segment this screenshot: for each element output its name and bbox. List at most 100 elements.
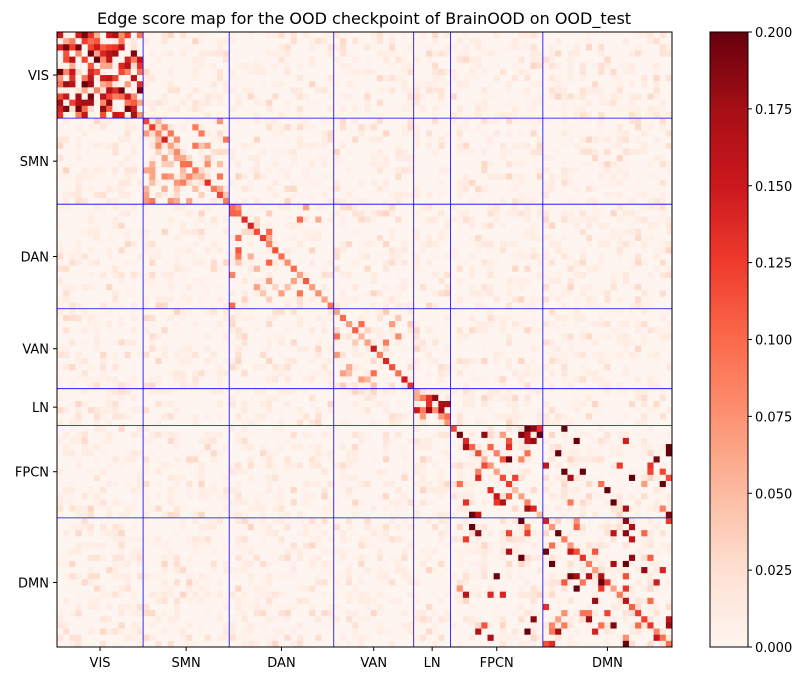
heatmap-cell (204, 253, 212, 260)
heatmap-cell (493, 333, 501, 340)
heatmap-cell (395, 111, 402, 119)
heatmap-cell (130, 50, 138, 57)
heatmap-cell (401, 50, 408, 57)
heatmap-cell (143, 228, 150, 236)
heatmap-cell (241, 278, 249, 285)
heatmap-cell (450, 284, 458, 291)
heatmap-cell (579, 185, 587, 193)
heatmap-cell (536, 81, 544, 88)
heatmap-cell (63, 38, 70, 45)
heatmap-cell (155, 50, 162, 57)
heatmap-cell (100, 314, 107, 322)
heatmap-cell (296, 111, 304, 119)
heatmap-cell (93, 185, 101, 193)
heatmap-cell (475, 284, 482, 291)
heatmap-cell (382, 136, 390, 144)
heatmap-cell (247, 198, 255, 205)
heatmap-cell (598, 290, 605, 297)
heatmap-cell (561, 234, 568, 242)
heatmap-cell (124, 99, 132, 107)
heatmap-cell (450, 68, 458, 76)
heatmap-cell (413, 32, 421, 39)
heatmap-cell (75, 148, 82, 156)
heatmap-cell (223, 216, 230, 224)
heatmap-cell (315, 136, 322, 144)
heatmap-cell (493, 44, 501, 51)
heatmap-cell (180, 62, 187, 70)
heatmap-cell (118, 124, 126, 131)
heatmap-cell (444, 253, 451, 260)
heatmap-cell (592, 118, 599, 125)
heatmap-cell (223, 259, 230, 267)
heatmap-cell (499, 216, 507, 224)
heatmap-cell (290, 278, 298, 285)
heatmap-cell (604, 265, 611, 273)
heatmap-cell (303, 198, 310, 205)
heatmap-cell (549, 284, 556, 291)
heatmap-cell (161, 271, 169, 279)
heatmap-cell (382, 216, 390, 224)
heatmap-cell (303, 105, 310, 113)
heatmap-cell (432, 124, 439, 131)
heatmap-cell (180, 185, 187, 193)
heatmap-cell (259, 75, 267, 82)
heatmap-cell (382, 302, 390, 310)
heatmap-cell (204, 302, 212, 310)
heatmap-cell (339, 265, 347, 273)
heatmap-cell (229, 173, 236, 180)
heatmap-cell (567, 118, 574, 125)
heatmap-cell (469, 241, 476, 248)
heatmap-cell (419, 56, 427, 64)
heatmap-cell (247, 81, 255, 88)
heatmap-cell (155, 99, 162, 107)
heatmap-cell (149, 155, 156, 162)
heatmap-cell (598, 265, 605, 273)
heatmap-cell (635, 38, 642, 45)
heatmap-cell (247, 247, 255, 254)
heatmap-cell (549, 136, 556, 144)
heatmap-cell (549, 142, 556, 150)
heatmap-cell (659, 321, 667, 328)
heatmap-cell (481, 210, 488, 217)
heatmap-cell (407, 284, 415, 291)
heatmap-cell (315, 278, 322, 285)
heatmap-cell (524, 32, 531, 39)
heatmap-cell (69, 81, 76, 88)
heatmap-cell (186, 296, 193, 303)
heatmap-cell (407, 302, 415, 310)
heatmap-cell (475, 302, 482, 310)
heatmap-cell (419, 321, 427, 328)
heatmap-cell (419, 32, 427, 39)
heatmap-cell (106, 321, 113, 328)
heatmap-cell (432, 296, 439, 303)
heatmap-cell (524, 259, 531, 267)
heatmap-cell (444, 111, 451, 119)
heatmap-cell (653, 44, 661, 51)
heatmap-cell (499, 105, 507, 113)
heatmap-cell (266, 161, 273, 168)
heatmap-cell (487, 179, 495, 187)
heatmap-cell (130, 259, 138, 267)
heatmap-cell (659, 228, 667, 236)
heatmap-cell (315, 155, 322, 162)
heatmap-cell (309, 38, 316, 45)
heatmap-cell (333, 32, 341, 39)
heatmap-cell (290, 191, 298, 199)
heatmap-cell (81, 234, 89, 242)
heatmap-cell (518, 44, 525, 51)
heatmap-cell (216, 191, 224, 199)
heatmap-cell (93, 333, 101, 340)
heatmap-cell (616, 308, 624, 316)
heatmap-cell (216, 124, 224, 131)
heatmap-cell (382, 321, 390, 328)
heatmap-cell (75, 87, 82, 94)
heatmap-cell (389, 136, 396, 144)
heatmap-cell (247, 148, 255, 156)
heatmap-cell (444, 179, 451, 187)
heatmap-cell (296, 130, 304, 137)
heatmap-cell (376, 296, 384, 303)
heatmap-cell (309, 68, 316, 76)
heatmap-cell (309, 87, 316, 94)
heatmap-cell (444, 247, 451, 254)
heatmap-cell (585, 271, 593, 279)
